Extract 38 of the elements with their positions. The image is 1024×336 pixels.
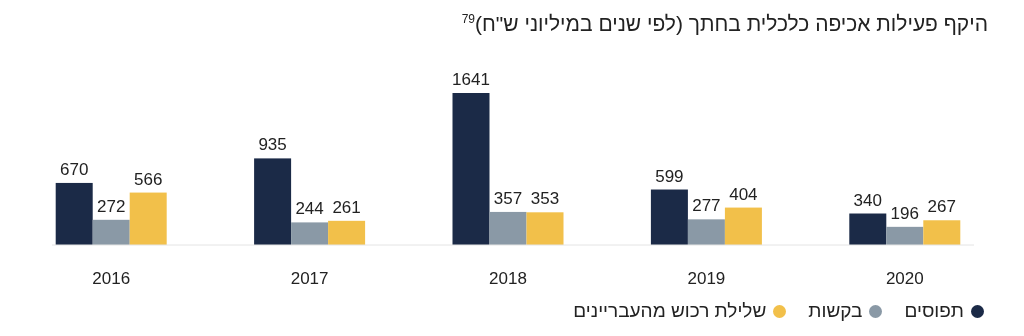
bar: [687, 219, 725, 245]
data-label: 340: [853, 190, 882, 210]
data-label: 1641: [452, 70, 490, 89]
legend-label: בקשות: [808, 300, 863, 322]
bar: [291, 222, 329, 245]
bar: [92, 219, 130, 245]
data-label: 267: [927, 197, 956, 217]
data-label: 357: [493, 188, 523, 208]
x-tick-label: 2018: [489, 269, 527, 288]
bar: [452, 93, 490, 245]
data-label: 196: [890, 203, 919, 223]
bar: [129, 192, 167, 245]
data-label: 272: [97, 196, 126, 216]
legend-label: תפוסים: [904, 300, 964, 322]
legend-label: שלילת רכוש מהעבריינים: [573, 300, 767, 322]
bar: [849, 213, 887, 245]
data-label: 353: [530, 189, 560, 209]
data-label: 935: [258, 135, 287, 155]
bar: [254, 158, 292, 245]
x-tick-label: 2017: [290, 269, 329, 288]
bar: [328, 220, 366, 245]
x-tick-label: 2016: [92, 269, 131, 288]
bar: [724, 207, 762, 245]
data-label: 261: [332, 197, 361, 217]
bar: [650, 189, 688, 245]
bar: [526, 212, 564, 245]
bar: [923, 220, 961, 245]
x-tick-label: 2020: [885, 269, 924, 288]
data-label: 599: [655, 166, 684, 186]
data-label: 404: [729, 184, 758, 204]
data-label: 244: [295, 199, 324, 219]
data-label: 670: [60, 159, 89, 179]
bar: [489, 211, 527, 245]
x-tick-label: 2019: [687, 269, 726, 288]
data-label: 566: [134, 169, 163, 189]
bar: [886, 226, 924, 245]
bar: [55, 182, 93, 245]
data-label: 277: [692, 196, 721, 216]
